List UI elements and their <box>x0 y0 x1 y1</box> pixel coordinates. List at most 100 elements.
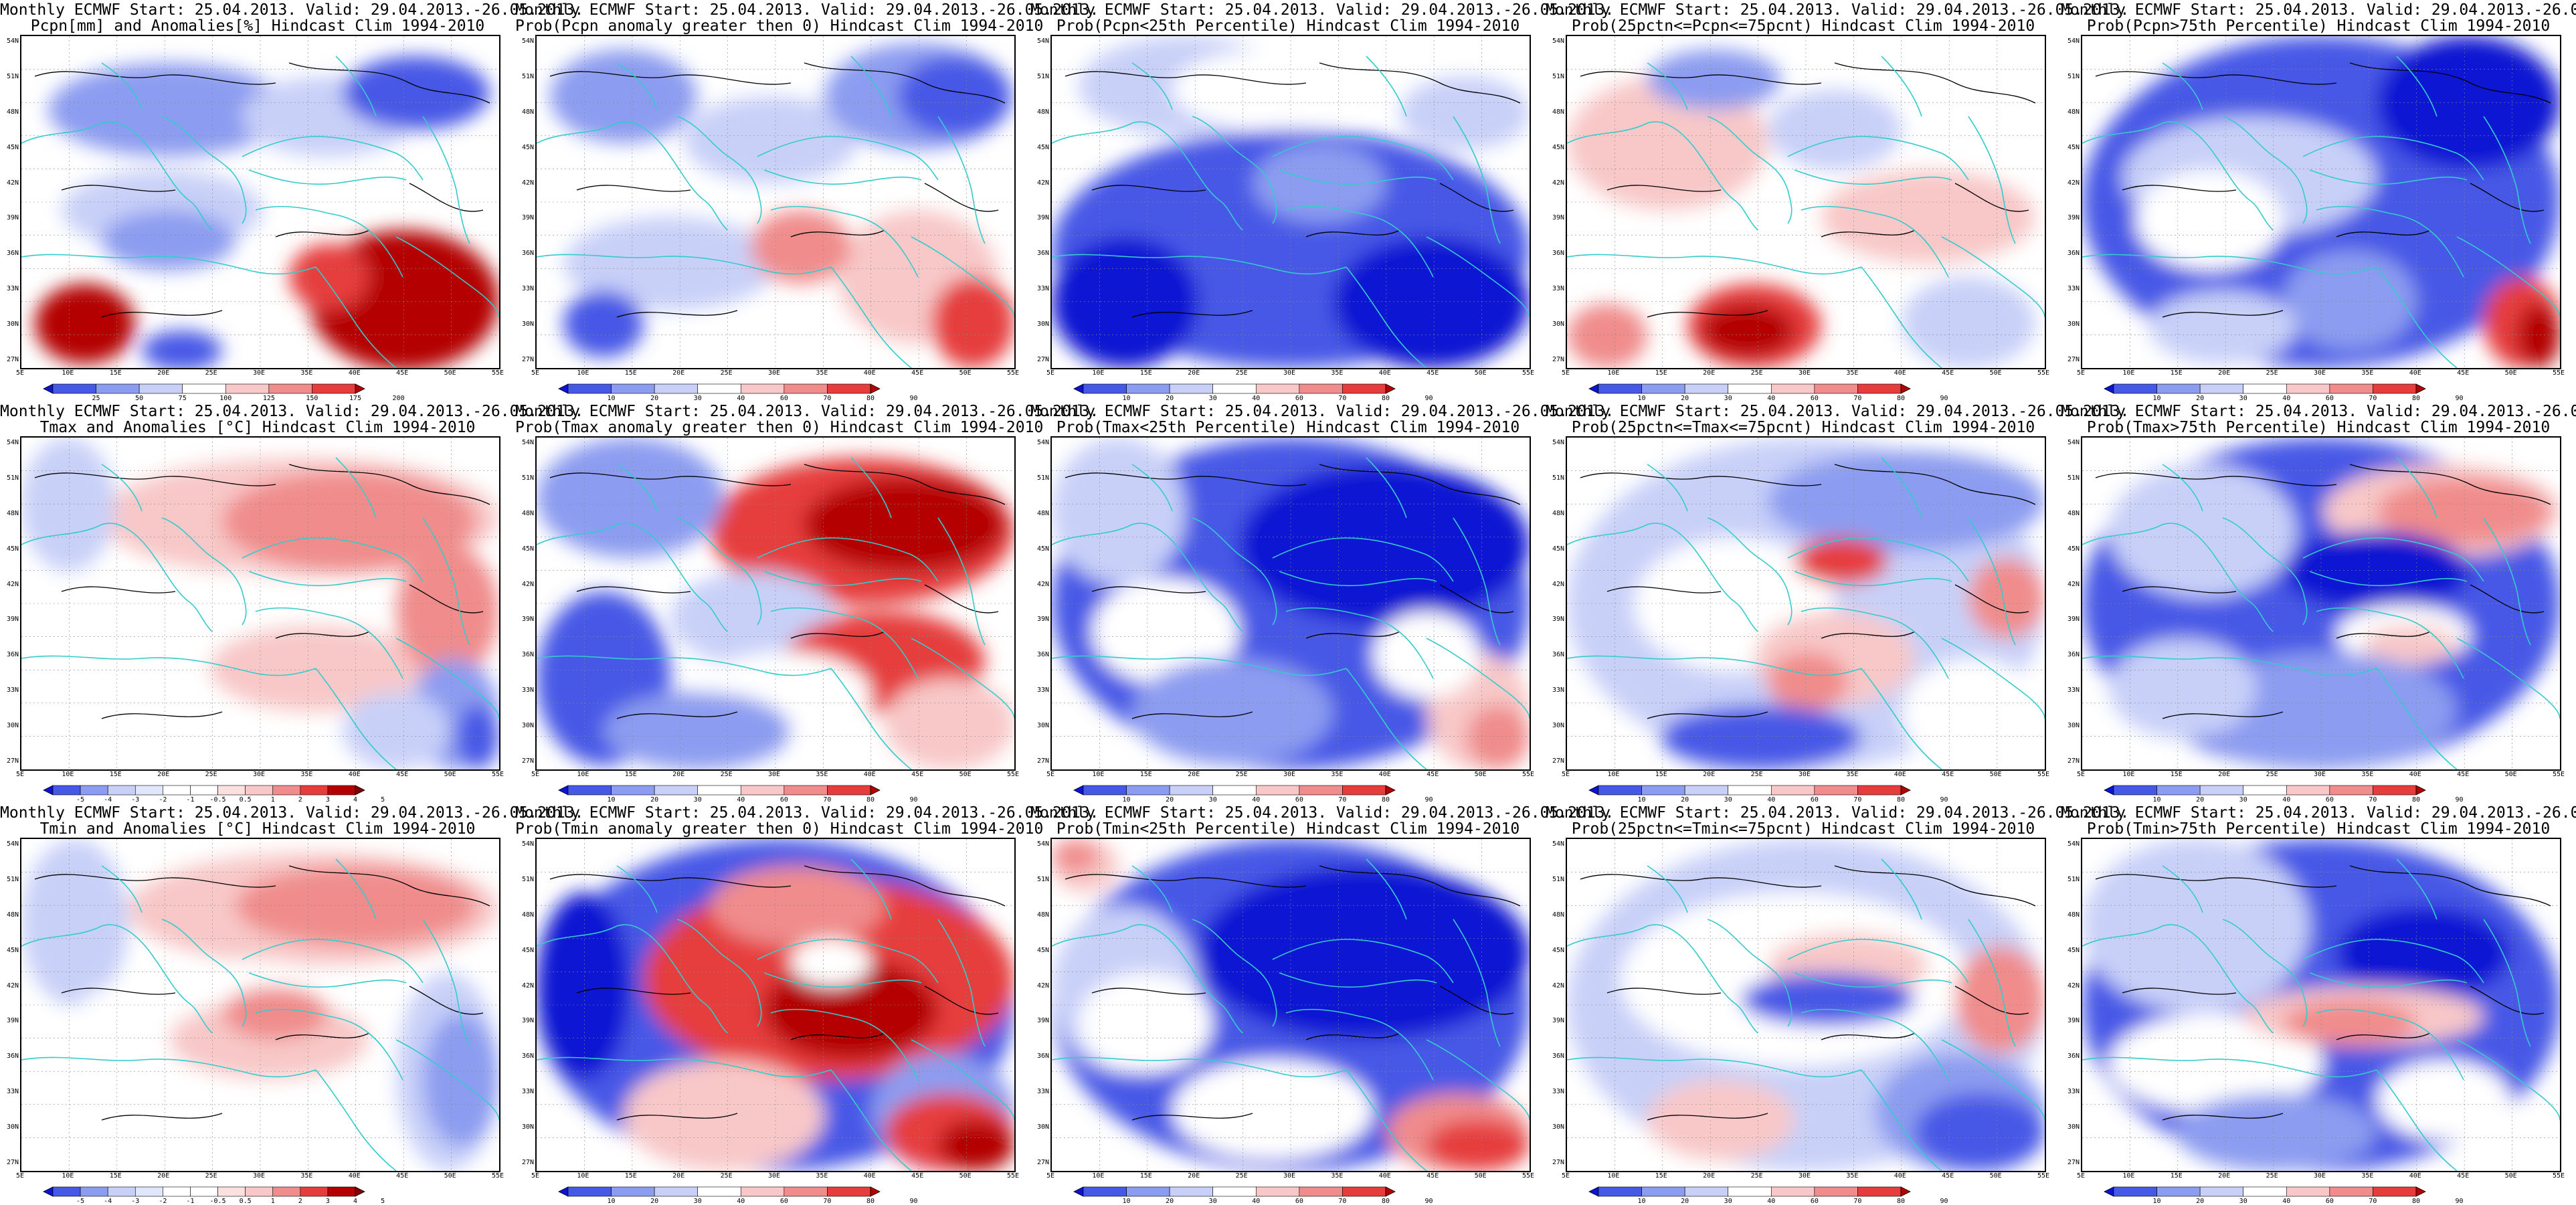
longitude-tick-label: 35E <box>1331 1172 1344 1180</box>
colorbar-segment <box>2373 383 2417 394</box>
map-panel-p15: Monthly ECMWF Start: 25.04.2013. Valid: … <box>2061 803 2576 1205</box>
anomaly-region <box>396 545 499 678</box>
coastline <box>1567 523 1758 632</box>
longitude-tick-label: 50E <box>1989 1172 2002 1180</box>
colorbar-segment <box>1255 1186 1300 1197</box>
coastline <box>315 1069 397 1171</box>
latitude-tick-label: 42N <box>1552 179 1564 187</box>
coastline <box>1052 1056 1347 1078</box>
colorbar-extend-right <box>1900 383 1911 394</box>
colorbar-segment <box>1169 785 1214 796</box>
colorbar-tick-label: 50 <box>135 395 144 402</box>
colorbar-segment <box>225 383 270 394</box>
colorbar-segment <box>1126 383 1170 394</box>
panel-title-line1: Monthly ECMWF Start: 25.04.2013. Valid: … <box>1030 1 1615 19</box>
contour-line <box>1606 988 1722 995</box>
colorbar-tick-label: 150 <box>306 395 318 402</box>
colorbar-segment <box>190 1186 218 1197</box>
colorbar <box>1073 383 1396 394</box>
latitude-tick-label: 33N <box>6 686 19 694</box>
colorbar <box>1588 383 1911 394</box>
contour-line <box>288 464 490 505</box>
latitude-tick-label: 39N <box>1036 214 1049 222</box>
colorbar-tick-label: 90 <box>2455 395 2464 402</box>
longitude-tick-label: 25E <box>2266 1172 2278 1180</box>
longitude-tick-label: 10E <box>1607 369 1620 377</box>
colorbar-segment <box>1598 785 1642 796</box>
coastline <box>1968 116 2016 244</box>
longitude-tick-label: 10E <box>62 771 74 778</box>
longitude-tick-label: 35E <box>300 771 313 778</box>
longitude-tick-label: 20E <box>672 1172 685 1180</box>
colorbar-segment <box>1598 383 1642 394</box>
contour-line <box>101 711 223 719</box>
latitude-tick-label: 51N <box>1552 474 1564 482</box>
latitude-tick-label: 45N <box>2067 545 2080 553</box>
colorbar-segment <box>268 383 312 394</box>
colorbar-segment <box>1684 1186 1729 1197</box>
anomaly-region <box>102 210 236 270</box>
latitude-tick-label: 45N <box>1552 545 1564 553</box>
anomaly-region <box>624 1060 824 1171</box>
colorbar-segment <box>80 1186 108 1197</box>
latitude-tick-label: 30N <box>6 320 19 329</box>
map-panel-p10: Monthly ECMWF Start: 25.04.2013. Valid: … <box>2061 401 2576 804</box>
colorbar <box>558 785 881 796</box>
contour-line <box>1065 874 1307 888</box>
coastline <box>101 62 143 110</box>
colorbar-extend-right <box>355 785 365 796</box>
colorbar-tick-label: 80 <box>1381 796 1390 804</box>
latitude-tick-label: 36N <box>1036 250 1049 258</box>
longitude-tick-label: 30E <box>767 1172 781 1180</box>
colorbar-extend-right <box>355 1186 365 1197</box>
colorbar-segment <box>567 383 612 394</box>
longitude-tick-label: 10E <box>2122 771 2135 778</box>
coastline <box>676 919 762 1027</box>
panel-title-line2: Prob(Pcpn anomaly greater then 0) Hindca… <box>515 17 1044 35</box>
coastline <box>1192 116 1277 224</box>
colorbar-segment <box>52 785 81 796</box>
anomaly-region <box>791 939 871 986</box>
longitude-tick-label: 35E <box>300 369 313 377</box>
panel-title-line2: Prob(Tmin anomaly greater then 0) Hindca… <box>515 820 1044 838</box>
longitude-tick-label: 35E <box>816 369 828 377</box>
coastline <box>911 236 1014 318</box>
colorbar <box>43 383 365 394</box>
colorbar-segment <box>52 1186 81 1197</box>
coastline <box>2316 607 2464 679</box>
colorbar-segment <box>827 1186 871 1197</box>
latitude-tick-label: 30N <box>1552 320 1564 329</box>
colorbar-segment <box>1728 785 1772 796</box>
longitude-tick-label: 30E <box>252 1172 266 1180</box>
longitude-tick-label: 5E <box>1561 369 1570 377</box>
longitude-tick-label: 25E <box>2266 771 2278 778</box>
coastline <box>770 205 919 278</box>
contour-line <box>288 62 490 104</box>
contour-line <box>1131 711 1253 719</box>
coastline <box>616 62 658 110</box>
anomaly-region <box>1647 1080 1795 1160</box>
latitude-tick-label: 42N <box>1552 982 1564 990</box>
anomaly-region <box>2176 1093 2377 1171</box>
colorbar-tick-label: 30 <box>1208 1198 1217 1205</box>
colorbar-segment <box>1814 383 1858 394</box>
coastline <box>537 1056 832 1078</box>
anomaly-region <box>2082 839 2310 1013</box>
colorbar-tick-label: 20 <box>1166 796 1174 804</box>
coastline <box>2082 121 2274 231</box>
anomaly-region <box>35 284 135 364</box>
colorbar-tick-label: 40 <box>1252 1198 1261 1205</box>
map-area <box>2081 838 2561 1172</box>
coastline <box>1787 537 1969 582</box>
contour-line <box>1954 183 2029 212</box>
colorbar-tick-label: 30 <box>1724 796 1732 804</box>
colorbar-extend-left <box>1073 383 1084 394</box>
anomaly-region <box>2109 464 2296 598</box>
anomaly-region <box>1400 76 1530 150</box>
coastline <box>763 972 922 988</box>
contour-line <box>61 988 176 995</box>
longitude-tick-label: 55E <box>2037 1172 2050 1180</box>
colorbar-segment <box>80 785 108 796</box>
colorbar-extend-left <box>1588 785 1599 796</box>
colorbar-segment <box>2113 785 2157 796</box>
